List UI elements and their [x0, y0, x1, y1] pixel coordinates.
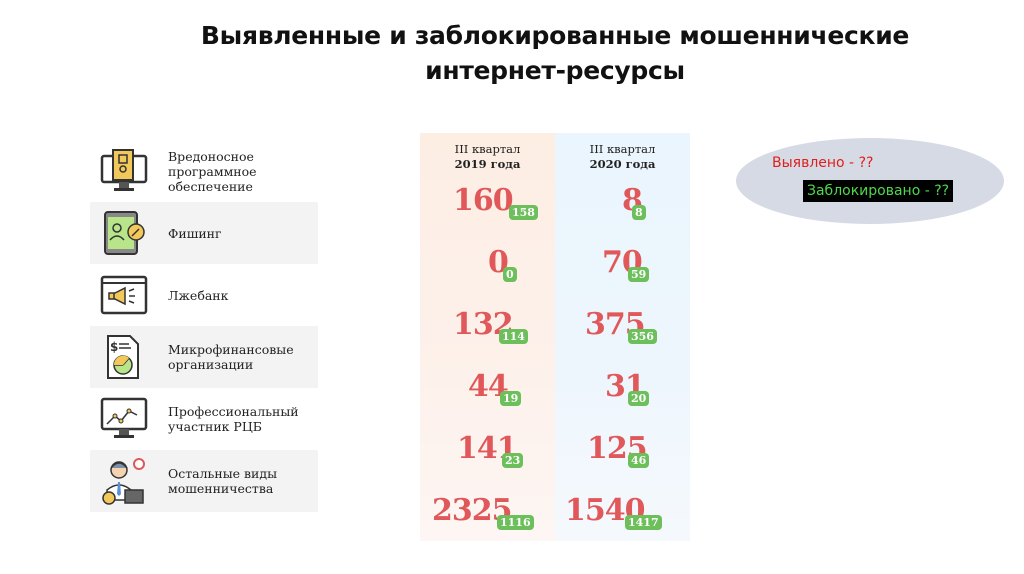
category-malware: Вредоносное программное обеспечение: [90, 140, 318, 202]
cell: 31 20: [555, 359, 690, 421]
fake-bank-megaphone-icon: [96, 270, 152, 320]
cell: 160 158: [420, 173, 555, 235]
businessman-briefcase-icon: [96, 456, 152, 506]
header-year: 2019 года: [454, 157, 521, 171]
header-quarter: III квартал: [454, 142, 521, 156]
category-securities: Профессиональный участник РЦБ: [90, 388, 318, 450]
blocked-badge: 158: [509, 205, 538, 220]
category-label: Вредоносное программное обеспечение: [168, 148, 257, 194]
cell: 132 114: [420, 297, 555, 359]
header-quarter: III квартал: [589, 142, 656, 156]
blocked-badge: 23: [502, 453, 524, 468]
page-title: Выявленные и заблокированные мошенническ…: [200, 21, 910, 85]
blocked-badge: 1116: [497, 515, 534, 530]
blocked-badge: 59: [628, 267, 650, 282]
blocked-badge: 0: [503, 267, 517, 282]
detected-value: 160: [453, 183, 514, 218]
blocked-badge: 20: [628, 391, 650, 406]
category-fake-bank: Лжебанк: [90, 264, 318, 326]
category-microfinance: $ Микрофинансовые организации: [90, 326, 318, 388]
column-header-2020: III квартал 2020 года: [555, 142, 690, 172]
category-other: Остальные виды мошенничества: [90, 450, 318, 512]
category-label: Микрофинансовые организации: [168, 342, 294, 372]
blocked-badge: 114: [499, 329, 528, 344]
category-label: Лжебанк: [168, 287, 229, 303]
phishing-tablet-key-icon: [96, 208, 152, 258]
malware-monitor-icon: [96, 146, 152, 196]
category-phishing: Фишинг: [90, 202, 318, 264]
legend-blocked: Заблокировано - ??: [803, 180, 954, 202]
category-label: Фишинг: [168, 225, 222, 241]
cell: 2325 1116: [420, 483, 555, 545]
blocked-badge: 1417: [625, 515, 662, 530]
cell: 125 46: [555, 421, 690, 483]
category-label: Профессиональный участник РЦБ: [168, 404, 299, 434]
cell: 1540 1417: [555, 483, 690, 545]
svg-text:$: $: [110, 340, 118, 354]
cell: 141 23: [420, 421, 555, 483]
category-label: Остальные виды мошенничества: [168, 466, 278, 496]
cell: 44 19: [420, 359, 555, 421]
securities-chart-monitor-icon: [96, 394, 152, 444]
blocked-badge: 19: [500, 391, 522, 406]
blocked-badge: 8: [632, 205, 646, 220]
cell: 70 59: [555, 235, 690, 297]
blocked-badge: 356: [628, 329, 657, 344]
cell: 375 356: [555, 297, 690, 359]
blocked-badge: 46: [628, 453, 650, 468]
microfinance-document-icon: $: [96, 332, 152, 382]
category-list: Вредоносное программное обеспечение Фиши…: [90, 140, 318, 512]
header-year: 2020 года: [589, 157, 656, 171]
legend-detected: Выявлено - ??: [772, 155, 874, 171]
column-header-2019: III квартал 2019 года: [420, 142, 555, 172]
